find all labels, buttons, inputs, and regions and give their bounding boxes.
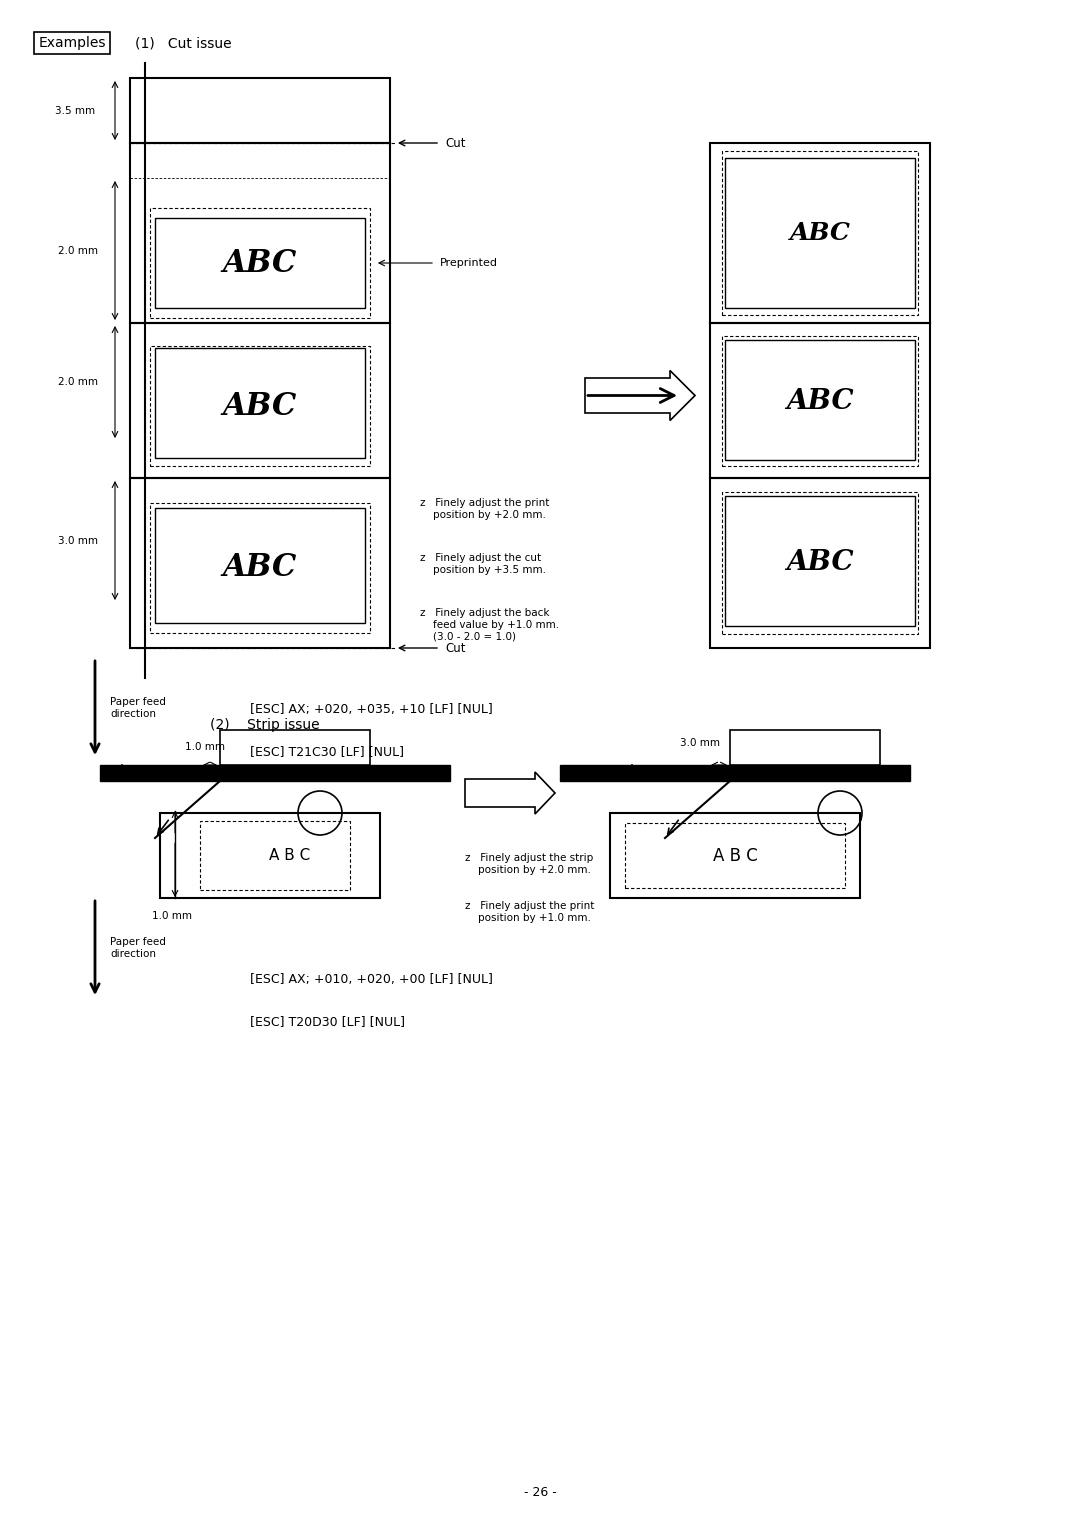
Text: Paper feed
direction: Paper feed direction bbox=[110, 937, 166, 958]
Text: ABC: ABC bbox=[786, 550, 854, 576]
Text: Examples: Examples bbox=[38, 37, 106, 50]
FancyBboxPatch shape bbox=[100, 766, 450, 781]
Text: 3.0 mm: 3.0 mm bbox=[680, 738, 720, 749]
Text: [ESC] AX; +020, +035, +10 [LF] [NUL]: [ESC] AX; +020, +035, +10 [LF] [NUL] bbox=[249, 703, 492, 717]
Text: Paper feed
direction: Paper feed direction bbox=[110, 697, 166, 718]
Text: Cut: Cut bbox=[445, 136, 465, 150]
FancyArrow shape bbox=[585, 370, 696, 420]
Text: (2)    Strip issue: (2) Strip issue bbox=[210, 718, 320, 732]
Text: 2.0 mm: 2.0 mm bbox=[58, 246, 98, 255]
Text: 1.0 mm: 1.0 mm bbox=[152, 911, 192, 921]
Text: 3.0 mm: 3.0 mm bbox=[58, 535, 98, 545]
Text: Cut: Cut bbox=[445, 642, 465, 654]
Text: - 26 -: - 26 - bbox=[524, 1487, 556, 1499]
Text: Preprinted: Preprinted bbox=[440, 258, 498, 267]
FancyBboxPatch shape bbox=[730, 730, 880, 766]
Text: 2.0 mm: 2.0 mm bbox=[58, 377, 98, 387]
Text: ABC: ABC bbox=[786, 388, 854, 414]
Text: (1)   Cut issue: (1) Cut issue bbox=[135, 37, 231, 50]
Text: z   Finely adjust the back
    feed value by +1.0 mm.
    (3.0 - 2.0 = 1.0): z Finely adjust the back feed value by +… bbox=[420, 608, 559, 642]
Text: [ESC] T20D30 [LF] [NUL]: [ESC] T20D30 [LF] [NUL] bbox=[249, 1015, 405, 1028]
Text: A B C: A B C bbox=[713, 847, 757, 865]
Text: ABC: ABC bbox=[789, 222, 850, 244]
Text: ABC: ABC bbox=[222, 391, 297, 422]
FancyArrow shape bbox=[465, 772, 555, 814]
FancyBboxPatch shape bbox=[220, 730, 370, 766]
FancyBboxPatch shape bbox=[561, 766, 910, 781]
Text: A B C: A B C bbox=[269, 848, 311, 863]
Text: ABC: ABC bbox=[222, 553, 297, 584]
Text: z   Finely adjust the print
    position by +1.0 mm.: z Finely adjust the print position by +1… bbox=[465, 902, 594, 923]
Text: z   Finely adjust the print
    position by +2.0 mm.: z Finely adjust the print position by +2… bbox=[420, 498, 550, 520]
Text: ABC: ABC bbox=[222, 248, 297, 278]
Text: z   Finely adjust the cut
    position by +3.5 mm.: z Finely adjust the cut position by +3.5… bbox=[420, 553, 546, 575]
Text: z   Finely adjust the strip
    position by +2.0 mm.: z Finely adjust the strip position by +2… bbox=[465, 853, 593, 874]
Text: 3.5 mm: 3.5 mm bbox=[55, 105, 95, 116]
Text: [ESC] AX; +010, +020, +00 [LF] [NUL]: [ESC] AX; +010, +020, +00 [LF] [NUL] bbox=[249, 973, 492, 986]
Text: 1.0 mm: 1.0 mm bbox=[185, 743, 225, 752]
Text: [ESC] T21C30 [LF] [NUL]: [ESC] T21C30 [LF] [NUL] bbox=[249, 746, 404, 758]
